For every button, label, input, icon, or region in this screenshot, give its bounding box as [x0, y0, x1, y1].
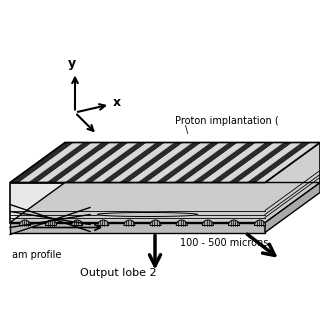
Text: y: y: [68, 57, 76, 69]
Polygon shape: [98, 220, 109, 226]
Polygon shape: [247, 142, 311, 182]
Polygon shape: [10, 222, 265, 233]
Polygon shape: [192, 142, 256, 182]
Polygon shape: [265, 142, 320, 222]
Text: x: x: [113, 96, 121, 109]
Polygon shape: [254, 220, 266, 226]
Polygon shape: [101, 142, 165, 182]
Polygon shape: [56, 142, 120, 182]
Polygon shape: [46, 220, 57, 226]
Polygon shape: [74, 142, 138, 182]
Polygon shape: [124, 220, 135, 226]
Polygon shape: [238, 142, 302, 182]
Polygon shape: [265, 182, 320, 233]
Text: z: z: [100, 140, 107, 153]
Polygon shape: [183, 142, 247, 182]
Polygon shape: [147, 142, 211, 182]
Polygon shape: [156, 142, 220, 182]
Polygon shape: [228, 220, 239, 226]
Polygon shape: [210, 142, 275, 182]
Polygon shape: [92, 142, 156, 182]
Text: am profile: am profile: [12, 250, 61, 260]
Polygon shape: [150, 220, 161, 226]
Polygon shape: [20, 220, 30, 226]
Polygon shape: [28, 142, 92, 182]
Polygon shape: [110, 142, 174, 182]
Polygon shape: [174, 142, 238, 182]
Polygon shape: [19, 142, 83, 182]
Polygon shape: [165, 142, 229, 182]
Polygon shape: [37, 142, 101, 182]
Polygon shape: [72, 220, 83, 226]
Polygon shape: [176, 220, 187, 226]
Polygon shape: [10, 142, 74, 182]
Polygon shape: [256, 142, 320, 182]
Text: 100 - 500 microns: 100 - 500 microns: [180, 237, 268, 247]
Polygon shape: [10, 182, 265, 222]
Polygon shape: [228, 142, 293, 182]
Polygon shape: [83, 142, 147, 182]
Polygon shape: [202, 220, 213, 226]
Text: \: \: [185, 124, 188, 134]
Polygon shape: [220, 142, 284, 182]
Text: Proton implantation (: Proton implantation (: [175, 116, 279, 126]
Polygon shape: [65, 142, 129, 182]
Polygon shape: [46, 142, 110, 182]
Text: Output lobe 2: Output lobe 2: [80, 268, 156, 277]
Polygon shape: [119, 142, 183, 182]
Polygon shape: [201, 142, 265, 182]
Polygon shape: [138, 142, 202, 182]
Polygon shape: [98, 212, 197, 217]
Polygon shape: [10, 182, 320, 222]
Polygon shape: [128, 142, 193, 182]
